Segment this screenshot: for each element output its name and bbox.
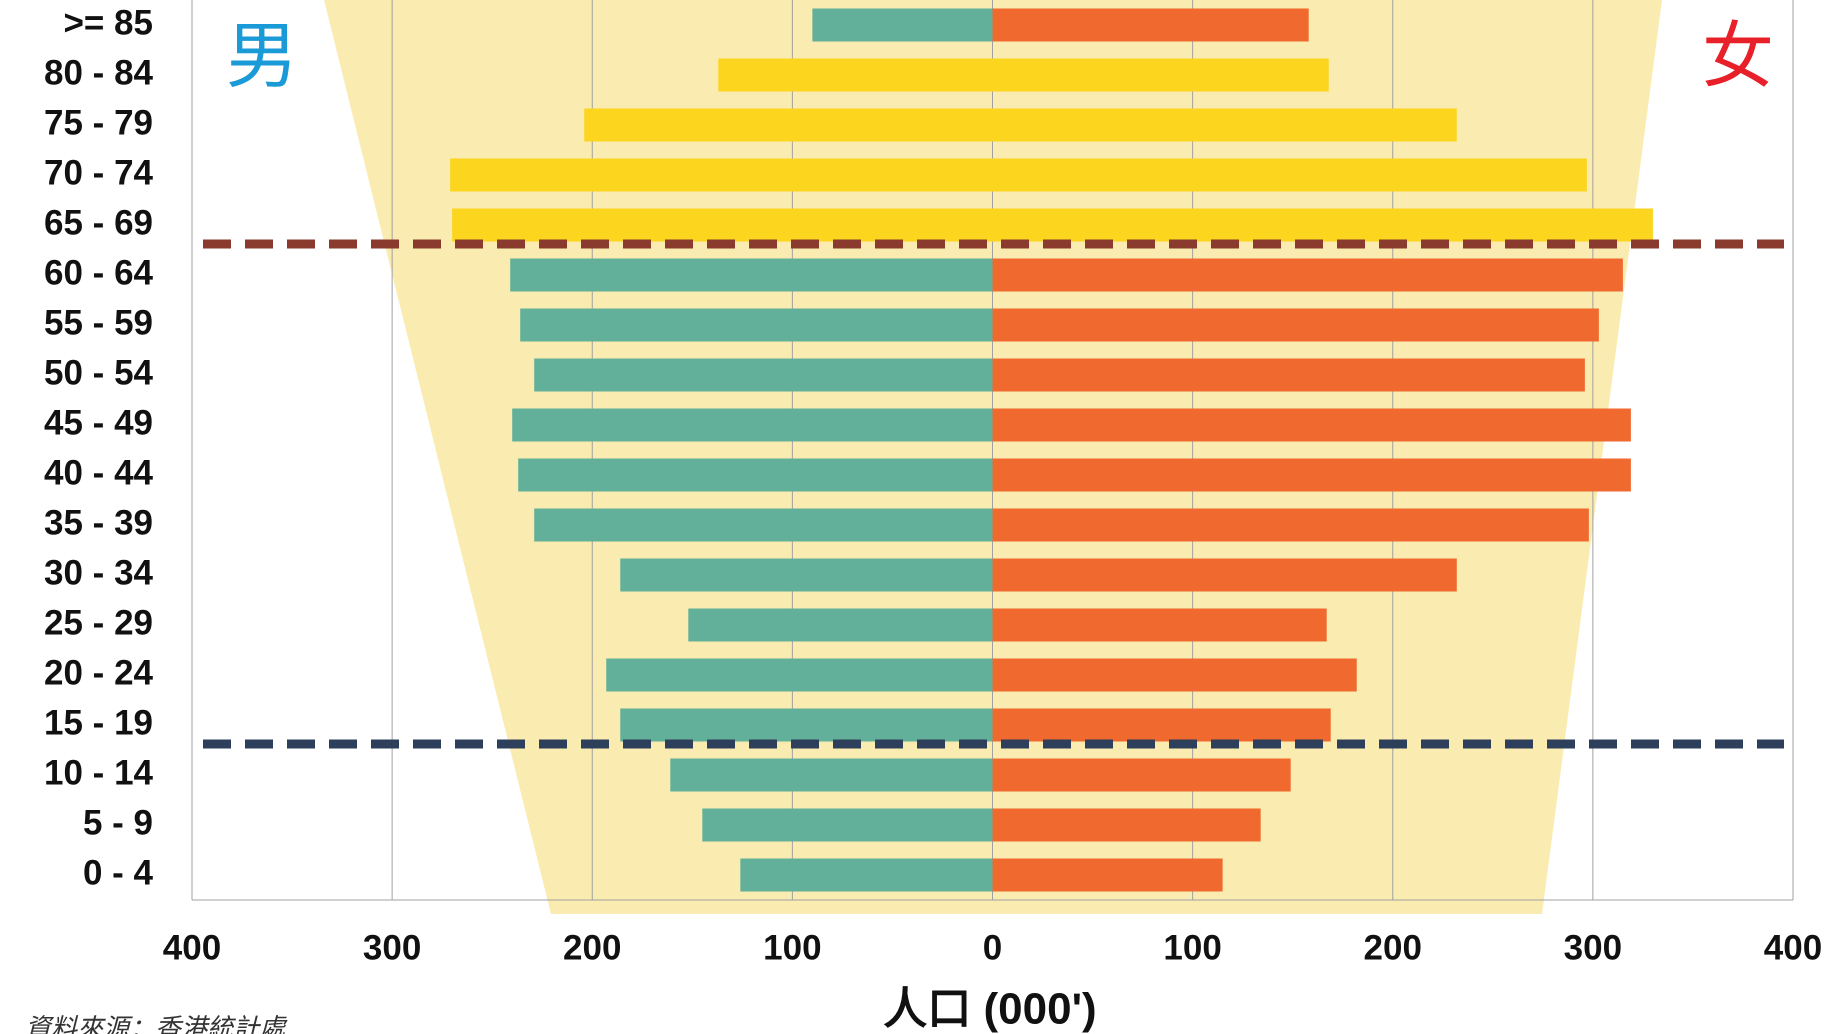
x-tick-label: 0 — [983, 928, 1002, 967]
bar — [702, 808, 993, 842]
bar — [992, 458, 1631, 492]
bar — [812, 8, 993, 42]
x-tick-label: 300 — [363, 928, 421, 967]
bar — [992, 658, 1357, 692]
y-tick-label: 10 - 14 — [44, 753, 153, 792]
bar — [992, 108, 1457, 142]
bar — [992, 858, 1223, 892]
bar — [450, 158, 993, 192]
bar — [992, 8, 1309, 42]
bar — [452, 208, 993, 242]
y-tick-label: 20 - 24 — [44, 653, 153, 692]
bar — [740, 858, 993, 892]
bar — [992, 608, 1327, 642]
x-tick-label: 300 — [1564, 928, 1622, 967]
y-tick-label: 15 - 19 — [44, 703, 153, 742]
bar — [718, 58, 993, 92]
source-note: 資料來源：香港統計處 — [25, 1013, 288, 1034]
y-tick-label: 60 - 64 — [44, 253, 153, 292]
bar — [992, 558, 1457, 592]
bar — [992, 408, 1631, 442]
bar — [620, 558, 993, 592]
y-tick-label: 0 - 4 — [83, 853, 154, 892]
y-tick-label: 25 - 29 — [44, 603, 153, 642]
x-tick-label: 400 — [163, 928, 221, 967]
legend-label: 女 — [1702, 17, 1774, 97]
bar — [992, 158, 1587, 192]
bar — [512, 408, 993, 442]
y-tick-label: 80 - 84 — [44, 53, 153, 92]
bar — [992, 308, 1599, 342]
bar — [510, 258, 993, 292]
bar — [992, 758, 1291, 792]
y-tick-label: 50 - 54 — [44, 353, 153, 392]
x-tick-label: 100 — [763, 928, 821, 967]
y-tick-label: 5 - 9 — [83, 803, 153, 842]
bar — [584, 108, 993, 142]
x-tick-label: 100 — [1163, 928, 1221, 967]
bar — [670, 758, 993, 792]
y-tick-label: 30 - 34 — [44, 553, 153, 592]
bar — [534, 358, 993, 392]
bar — [688, 608, 993, 642]
bar — [992, 508, 1589, 542]
bar — [606, 658, 993, 692]
legend-label: 男 — [226, 17, 298, 97]
bar — [992, 258, 1623, 292]
x-tick-label: 200 — [1364, 928, 1422, 967]
y-tick-label: 45 - 49 — [44, 403, 153, 442]
bar — [992, 358, 1585, 392]
bar — [992, 808, 1261, 842]
x-tick-label: 400 — [1764, 928, 1822, 967]
bar — [620, 708, 993, 742]
bar — [992, 58, 1329, 92]
bar — [520, 308, 993, 342]
y-tick-label: >= 85 — [63, 3, 153, 42]
y-tick-label: 75 - 79 — [44, 103, 153, 142]
y-tick-label: 35 - 39 — [44, 503, 153, 542]
y-tick-label: 55 - 59 — [44, 303, 153, 342]
y-tick-label: 70 - 74 — [44, 153, 153, 192]
bar — [518, 458, 993, 492]
bar — [534, 508, 993, 542]
y-tick-label: 40 - 44 — [44, 453, 153, 492]
bar — [992, 708, 1331, 742]
y-tick-label: 65 - 69 — [44, 203, 153, 242]
bar — [992, 208, 1653, 242]
x-tick-label: 200 — [563, 928, 621, 967]
x-axis-label: 人口 (000') — [883, 985, 1096, 1034]
